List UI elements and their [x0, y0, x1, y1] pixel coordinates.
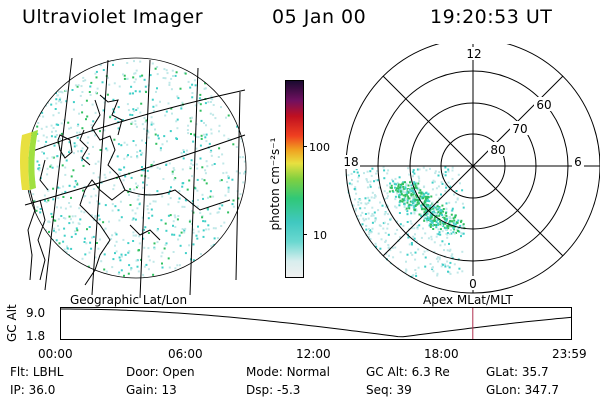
timeline-y-tick-max: 9.0	[26, 306, 46, 320]
colorbar-tick-mark	[303, 146, 307, 147]
timeline-right-caption: Apex MLat/MLT	[423, 293, 513, 307]
info-gc-alt: GC Alt: 6.3 Re	[366, 365, 450, 379]
coastlines	[27, 94, 231, 286]
lat-label-60: 60	[536, 98, 551, 112]
colorbar-unit-label: photon cm⁻²s⁻¹	[268, 137, 282, 231]
mlt-label-12: 12	[466, 47, 481, 61]
timeline-x-tick: 18:00	[424, 347, 459, 361]
colorbar-tick-100: 100	[309, 141, 330, 154]
geographic-image	[20, 57, 247, 299]
mlt-label-6: 6	[574, 155, 582, 169]
time-label: 19:20:53 UT	[430, 6, 553, 28]
info-ip: IP: 36.0	[10, 383, 56, 397]
info-seq: Seq: 39	[366, 383, 412, 397]
info-door: Door: Open	[126, 365, 195, 379]
latitude-lines	[24, 89, 246, 206]
timeline-x-tick: 00:00	[38, 347, 73, 361]
info-glat: GLat: 35.7	[486, 365, 549, 379]
altitude-curve	[60, 308, 573, 338]
date-label: 05 Jan 00	[272, 6, 367, 28]
timeline-y-tick-min: 1.8	[26, 329, 46, 343]
polar-mlat-mlt-plot: 12 18 6 0 60 70 80	[342, 44, 600, 294]
colorbar-tick-10: 10	[313, 229, 327, 242]
app-title: Ultraviolet Imager	[22, 6, 204, 28]
timeline-left-caption: Geographic Lat/Lon	[70, 293, 188, 307]
info-flt: Flt: LBHL	[10, 365, 64, 379]
aurora-emission-dots	[26, 58, 246, 278]
colorbar	[285, 80, 304, 278]
timeline-x-tick: 12:00	[296, 347, 331, 361]
info-mode: Mode: Normal	[246, 365, 330, 379]
timeline-x-tick: 06:00	[168, 347, 203, 361]
info-gain: Gain: 13	[126, 383, 177, 397]
polar-grid	[345, 44, 600, 294]
meridian-lines	[44, 57, 241, 299]
limb-brightening	[20, 132, 32, 190]
lat-label-80: 80	[490, 143, 505, 157]
timeline-altitude-chart	[60, 307, 573, 340]
info-glon: GLon: 347.7	[486, 383, 559, 397]
polar-aurora-dots	[345, 166, 466, 278]
mlt-label-0: 0	[469, 277, 477, 291]
info-dsp: Dsp: -5.3	[246, 383, 301, 397]
colorbar-tick-mark	[303, 234, 307, 235]
lat-label-70: 70	[512, 122, 527, 136]
timeline-y-label: GC Alt	[5, 304, 19, 342]
mlt-label-18: 18	[343, 155, 358, 169]
timeline-x-tick: 23:59	[552, 347, 587, 361]
